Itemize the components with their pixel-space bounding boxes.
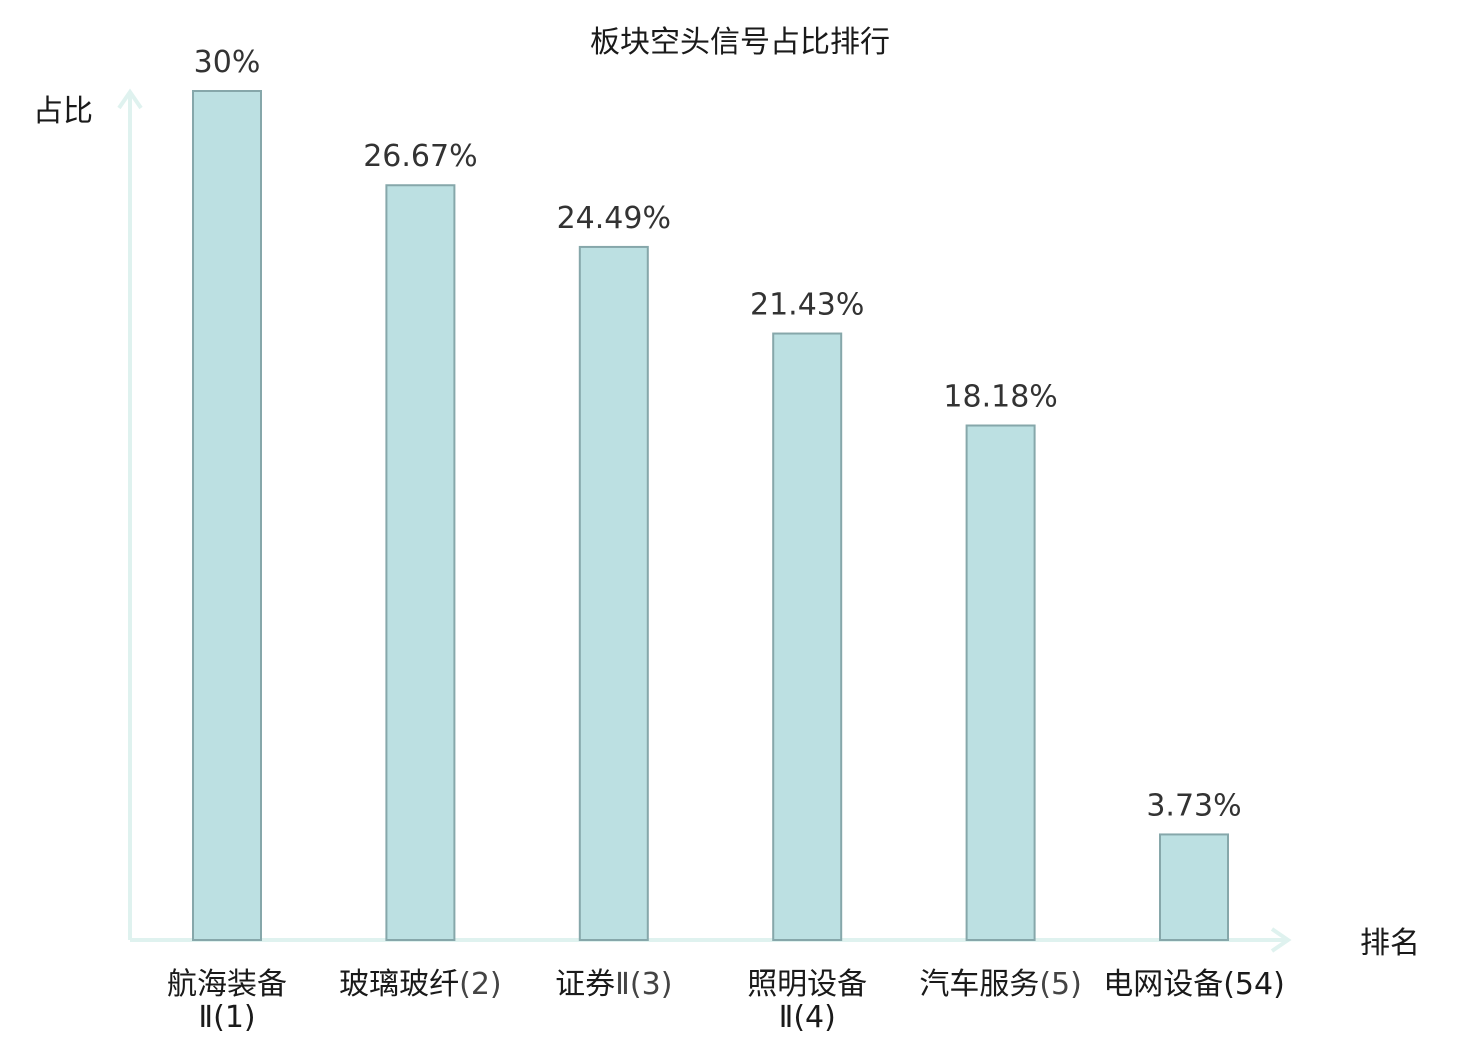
bar-3	[772, 332, 843, 941]
category-label-5-line-0: 电网设备(54)	[1103, 967, 1285, 1002]
category-name: 电网设备	[1103, 967, 1223, 1002]
bar-1	[385, 184, 456, 941]
category-rank: (5)	[1039, 967, 1082, 1002]
category-label-2-line-0: 证券Ⅱ(3)	[555, 967, 672, 1002]
y-axis-arrow	[117, 88, 143, 110]
category-rank: (2)	[459, 967, 502, 1002]
category-label-3-line-0: 照明设备	[747, 967, 867, 1002]
category-name: 玻璃玻纤	[339, 967, 459, 1002]
category-name: Ⅱ(1)	[198, 1000, 255, 1035]
bar-4	[965, 424, 1036, 942]
bar-5	[1159, 833, 1229, 941]
x-axis-label: 排名	[1360, 926, 1420, 961]
category-rank: Ⅱ(3)	[615, 967, 672, 1002]
category-name: 照明设备	[747, 967, 867, 1002]
value-label-2: 24.49%	[557, 201, 671, 236]
value-label-1: 26.67%	[363, 139, 477, 174]
value-label-5: 3.73%	[1146, 788, 1241, 823]
category-name: 汽车服务	[919, 967, 1039, 1002]
axes: 占比 排名	[33, 88, 1420, 961]
bars	[192, 90, 1229, 942]
value-label-4: 18.18%	[943, 380, 1057, 415]
bar-2	[578, 245, 649, 942]
category-rank: (54)	[1223, 967, 1285, 1002]
category-label-4-line-0: 汽车服务(5)	[919, 967, 1082, 1002]
value-labels: 30% 26.67% 24.49% 21.43% 18.18% 3.73%	[194, 45, 1242, 823]
category-label-0-line-0: 航海装备	[167, 967, 287, 1002]
category-label-0-line-1: Ⅱ(1)	[198, 1000, 255, 1035]
x-axis-arrow	[1270, 927, 1292, 953]
y-axis-label: 占比	[33, 94, 93, 129]
category-name: 证券	[555, 967, 615, 1002]
category-label-3-line-1: Ⅱ(4)	[779, 1000, 836, 1035]
category-name: Ⅱ(4)	[779, 1000, 836, 1035]
category-name: 航海装备	[167, 967, 287, 1002]
chart-title: 板块空头信号占比排行	[590, 25, 890, 60]
bar-0	[192, 90, 262, 941]
value-label-0: 30%	[194, 45, 261, 80]
value-label-3: 21.43%	[750, 288, 864, 323]
category-label-1-line-0: 玻璃玻纤(2)	[339, 967, 502, 1002]
